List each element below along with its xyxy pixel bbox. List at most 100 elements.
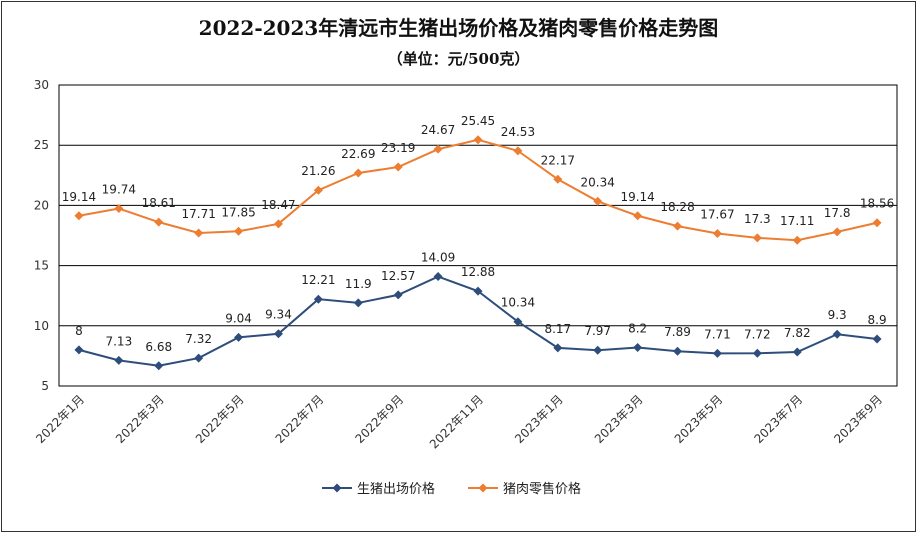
y-tick-labels: 5 10 15 20 25 30 (34, 78, 49, 393)
data-point (393, 290, 403, 300)
data-point (234, 226, 244, 236)
data-point (513, 146, 523, 156)
data-point (473, 286, 483, 296)
data-label: 6.68 (145, 340, 172, 354)
data-point (313, 185, 323, 195)
data-label: 18.47 (261, 198, 295, 212)
data-label: 7.32 (185, 332, 212, 346)
data-point (114, 204, 124, 214)
data-label: 8.2 (628, 321, 647, 335)
data-point (752, 348, 762, 358)
data-point (553, 174, 563, 184)
data-labels: 8 7.13 6.68 7.32 9.04 9.34 12.21 11.9 12.57 14.09… (62, 114, 894, 354)
data-label: 19.14 (620, 190, 654, 204)
data-label: 8.17 (544, 322, 571, 336)
data-label: 9.04 (225, 311, 252, 325)
data-point (872, 334, 882, 344)
data-label: 19.14 (62, 190, 96, 204)
data-point (433, 272, 443, 282)
data-label: 8 (75, 324, 83, 338)
data-label: 7.89 (664, 325, 691, 339)
data-point (313, 294, 323, 304)
data-point (234, 332, 244, 342)
data-point (353, 168, 363, 178)
y-tick-label: 30 (34, 78, 49, 92)
data-point (712, 228, 722, 238)
data-label: 9.34 (265, 308, 292, 322)
data-point (194, 353, 204, 363)
legend-entry: 猪肉零售价格 (503, 481, 581, 497)
legend-swatch-marker (478, 483, 488, 493)
data-point (194, 228, 204, 238)
data-label: 7.97 (584, 324, 611, 338)
y-tick-label: 20 (34, 198, 49, 212)
y-tick-label: 25 (34, 138, 49, 152)
data-point (353, 298, 363, 308)
x-tick-labels: 2022年1月 2022年3月 2022年5月 2022年7月 2022年9月 2022年… (33, 392, 885, 451)
data-point (593, 196, 603, 206)
data-point (752, 233, 762, 243)
data-label: 17.67 (700, 207, 734, 221)
data-point (273, 219, 283, 229)
x-tick-label: 2022年5月 (193, 392, 247, 446)
data-label: 12.57 (381, 269, 415, 283)
data-label: 18.56 (860, 197, 894, 211)
grid-layer (58, 84, 898, 387)
data-point (792, 347, 802, 357)
data-label: 11.9 (345, 277, 372, 291)
x-tick-label: 2023年9月 (831, 392, 885, 446)
x-tick-label: 2022年3月 (113, 392, 167, 446)
data-point (114, 355, 124, 365)
data-point (273, 329, 283, 339)
x-tick-label: 2023年3月 (592, 392, 646, 446)
data-label: 7.82 (784, 326, 811, 340)
data-label: 7.72 (744, 327, 771, 341)
data-label: 12.21 (301, 273, 335, 287)
x-tick-label: 2022年11月 (427, 392, 486, 451)
data-label: 17.85 (221, 205, 255, 219)
data-point (633, 342, 643, 352)
data-point (872, 218, 882, 228)
data-label: 10.34 (501, 296, 535, 310)
data-label: 23.19 (381, 141, 415, 155)
data-label: 24.53 (501, 125, 535, 139)
data-point (513, 317, 523, 327)
data-point (74, 345, 84, 355)
data-label: 12.88 (461, 265, 495, 279)
data-point (712, 348, 722, 358)
data-label: 14.09 (421, 251, 455, 265)
data-label: 18.61 (142, 196, 176, 210)
data-point (673, 346, 683, 356)
data-point (792, 235, 802, 245)
x-tick-label: 2023年7月 (751, 392, 805, 446)
data-point (633, 211, 643, 221)
data-label: 20.34 (581, 175, 615, 189)
chart-subtitle: （单位：元/500克） (387, 50, 530, 68)
data-point (832, 227, 842, 237)
x-tick-label: 2022年1月 (33, 392, 87, 446)
y-tick-label: 10 (34, 319, 49, 333)
data-label: 17.3 (744, 212, 771, 226)
x-tick-label: 2022年7月 (273, 392, 327, 446)
chart-title: 2022-2023年清远市生猪出场价格及猪肉零售价格走势图 (198, 16, 719, 40)
data-label: 9.3 (828, 308, 847, 322)
data-point (154, 361, 164, 371)
data-label: 7.13 (105, 334, 132, 348)
y-tick-label: 15 (34, 259, 49, 273)
data-label: 19.74 (102, 183, 136, 197)
data-point (74, 211, 84, 221)
data-label: 22.17 (541, 153, 575, 167)
data-point (553, 343, 563, 353)
legend-swatch-marker (332, 483, 342, 493)
legend: 生猪出场价格 猪肉零售价格 (322, 481, 581, 497)
data-point (832, 329, 842, 339)
data-label: 18.28 (660, 200, 694, 214)
legend-entry: 生猪出场价格 (357, 481, 435, 497)
data-label: 17.11 (780, 214, 814, 228)
x-tick-label: 2023年5月 (672, 392, 726, 446)
data-label: 8.9 (868, 313, 887, 327)
data-point (593, 345, 603, 355)
data-label: 22.69 (341, 147, 375, 161)
